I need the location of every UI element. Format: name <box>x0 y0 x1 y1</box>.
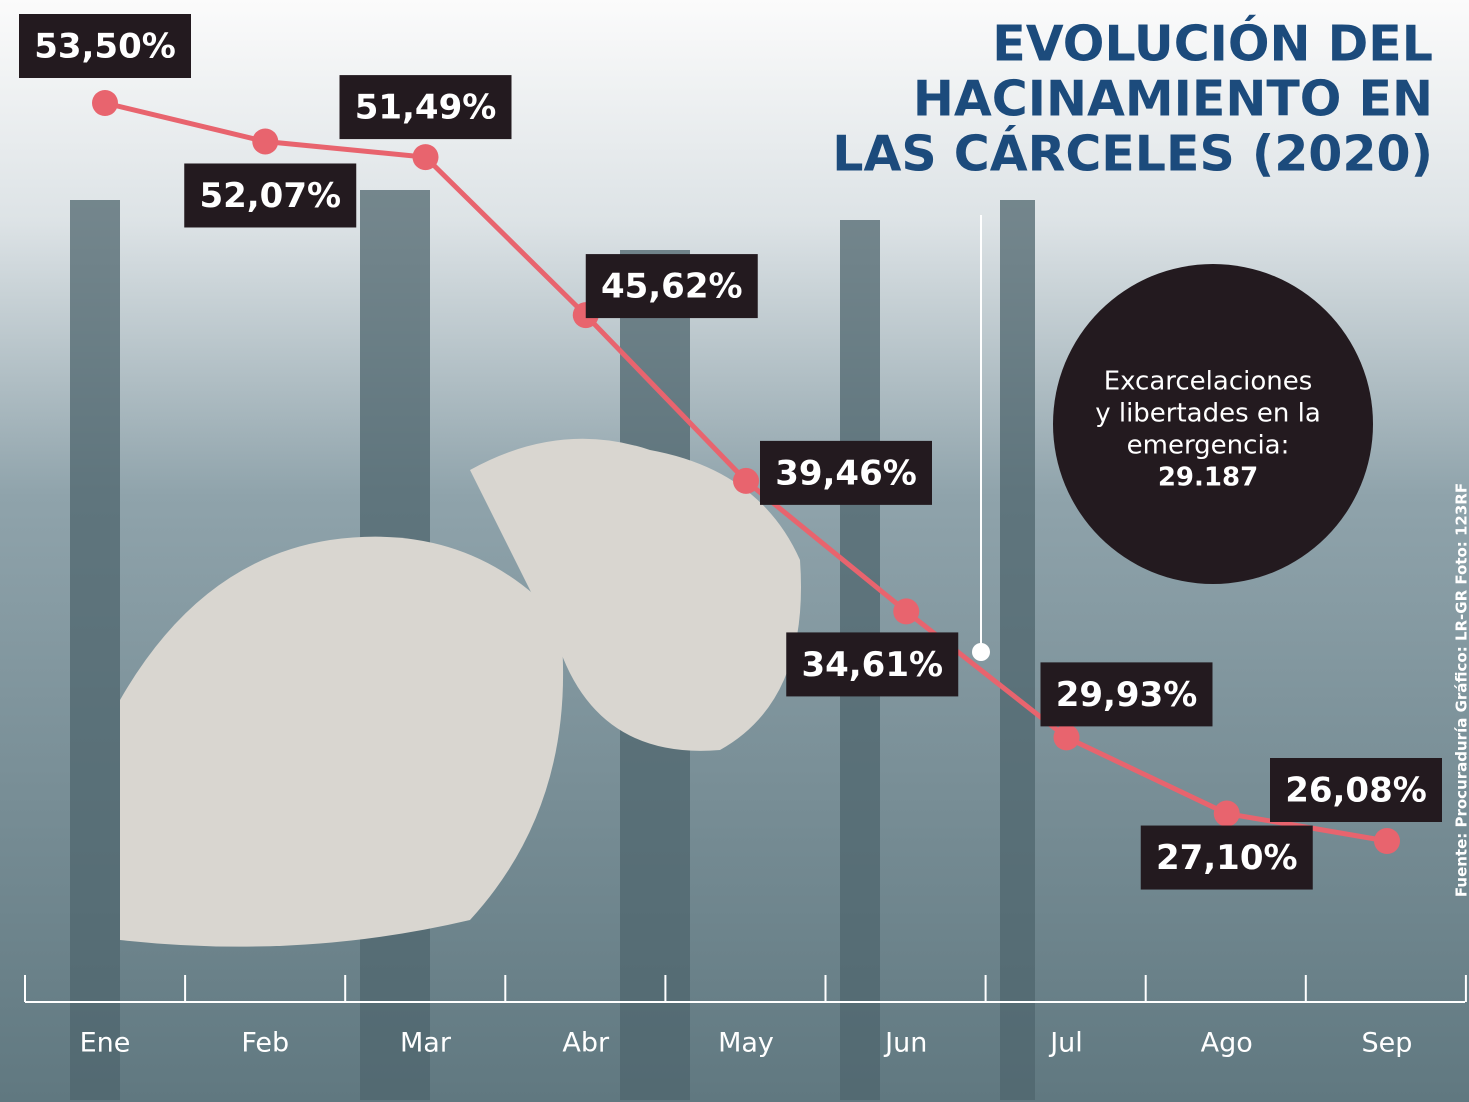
x-tick-label: Ene <box>80 1028 131 1059</box>
point <box>413 144 439 170</box>
x-tick-label: Feb <box>241 1028 289 1059</box>
x-tick-label: Mar <box>400 1028 452 1059</box>
value-label: 45,62% <box>601 267 743 307</box>
value-label: 51,49% <box>355 88 497 128</box>
value-label: 34,61% <box>801 645 943 685</box>
point <box>1374 828 1400 854</box>
point <box>1054 724 1080 750</box>
point <box>1214 801 1240 827</box>
source: Fuente: Procuraduría Gráfico: LR-GR Foto… <box>1453 483 1469 897</box>
chart: Excarcelacionesy libertades en laemergen… <box>0 0 1469 1102</box>
point <box>252 128 278 154</box>
value-label: 52,07% <box>199 176 341 216</box>
chart-title: HACINAMIENTO EN <box>913 71 1433 128</box>
x-tick-label: Jul <box>1048 1028 1083 1059</box>
value-label: 26,08% <box>1285 771 1427 811</box>
value-label: 27,10% <box>1156 838 1298 878</box>
annotation-marker <box>972 643 990 661</box>
x-tick-label: Abr <box>562 1028 610 1059</box>
x-tick-label: Jun <box>883 1028 927 1059</box>
annotation-text: emergencia: <box>1127 431 1290 461</box>
annotation-text: 29.187 <box>1158 463 1258 493</box>
point <box>893 598 919 624</box>
point <box>733 468 759 494</box>
chart-title: LAS CÁRCELES (2020) <box>832 124 1433 183</box>
annotation-text: Excarcelaciones <box>1104 367 1313 397</box>
point <box>92 90 118 116</box>
x-tick-label: Sep <box>1362 1028 1413 1059</box>
value-label: 29,93% <box>1056 675 1198 715</box>
x-tick-label: Ago <box>1201 1028 1253 1059</box>
chart-title: EVOLUCIÓN DEL <box>992 14 1433 73</box>
annotation-text: y libertades en la <box>1095 399 1321 429</box>
x-tick-label: May <box>718 1028 774 1059</box>
value-label: 53,50% <box>34 27 176 67</box>
value-label: 39,46% <box>775 453 917 493</box>
